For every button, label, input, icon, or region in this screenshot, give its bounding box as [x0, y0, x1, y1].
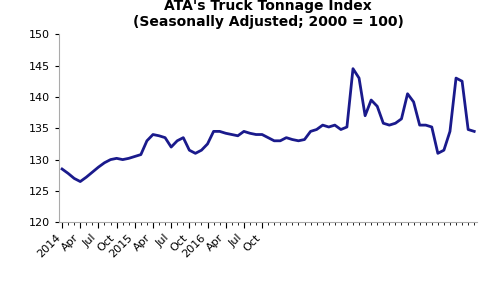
Title: ATA's Truck Tonnage Index
(Seasonally Adjusted; 2000 = 100): ATA's Truck Tonnage Index (Seasonally Ad…: [133, 0, 403, 29]
